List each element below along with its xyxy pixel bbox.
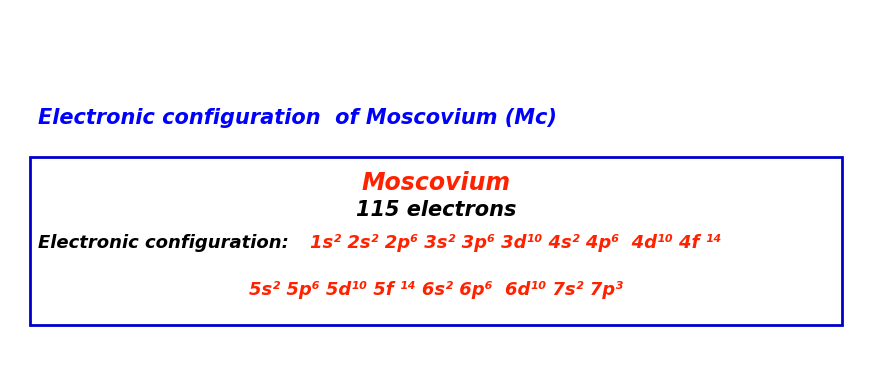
Bar (30, 157, 841, 325)
Text: Electronic configuration  of Moscovium (Mc): Electronic configuration of Moscovium (M… (38, 108, 557, 128)
Text: 1s² 2s² 2p⁶ 3s² 3p⁶ 3d¹⁰ 4s² 4p⁶  4d¹⁰ 4f ¹⁴: 1s² 2s² 2p⁶ 3s² 3p⁶ 3d¹⁰ 4s² 4p⁶ 4d¹⁰ 4f… (310, 234, 721, 252)
Text: Moscovium: Moscovium (361, 171, 510, 195)
Text: 5s² 5p⁶ 5d¹⁰ 5f ¹⁴ 6s² 6p⁶  6d¹⁰ 7s² 7p³: 5s² 5p⁶ 5d¹⁰ 5f ¹⁴ 6s² 6p⁶ 6d¹⁰ 7s² 7p³ (248, 281, 623, 299)
Text: 115 electrons: 115 electrons (356, 200, 515, 220)
Text: Electronic configuration:: Electronic configuration: (38, 234, 295, 252)
